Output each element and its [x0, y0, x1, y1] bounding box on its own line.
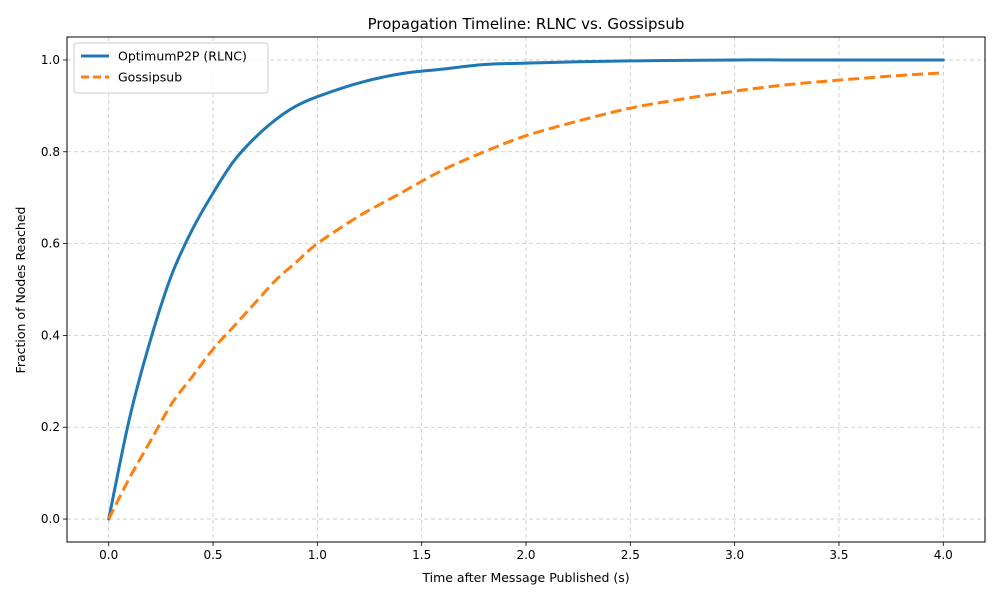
x-tick-label: 4.0: [934, 548, 953, 562]
legend-label-1: Gossipsub: [118, 70, 182, 85]
x-tick-label: 1.0: [308, 548, 327, 562]
x-tick-label: 3.0: [725, 548, 744, 562]
legend-box: [73, 42, 269, 94]
grid-lines: [67, 37, 985, 542]
y-tick-label: 0.0: [41, 512, 60, 526]
y-tick-label: 1.0: [41, 53, 60, 67]
series-line-0: [107, 58, 945, 521]
x-tick-label: 0.0: [99, 548, 118, 562]
y-tick-label: 0.2: [41, 420, 60, 434]
x-axis-ticks: 0.0 0.5 1.0 1.5 2.0 2.5 3.0 3.5 4.0: [99, 542, 953, 562]
y-tick-label: 0.6: [41, 237, 60, 251]
chart-title: Propagation Timeline: RLNC vs. Gossipsub: [368, 15, 685, 33]
legend: OptimumP2P (RLNC) Gossipsub: [73, 42, 269, 94]
x-tick-label: 2.5: [621, 548, 640, 562]
series-lines: [107, 58, 945, 521]
legend-label-0: OptimumP2P (RLNC): [118, 49, 247, 64]
x-tick-label: 2.0: [516, 548, 535, 562]
x-axis-label: Time after Message Published (s): [421, 570, 629, 585]
x-tick-label: 1.5: [412, 548, 431, 562]
y-axis-label: Fraction of Nodes Reached: [13, 207, 28, 374]
y-axis-ticks: 0.0 0.2 0.4 0.6 0.8 1.0: [41, 53, 67, 526]
y-tick-label: 0.8: [41, 145, 60, 159]
x-tick-label: 0.5: [203, 548, 222, 562]
series-line-1: [107, 71, 944, 520]
y-tick-label: 0.4: [41, 328, 60, 342]
x-tick-label: 3.5: [829, 548, 848, 562]
